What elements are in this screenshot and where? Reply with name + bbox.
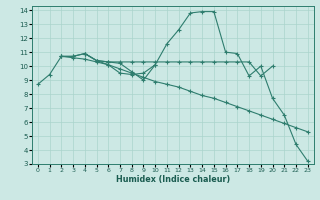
X-axis label: Humidex (Indice chaleur): Humidex (Indice chaleur) (116, 175, 230, 184)
